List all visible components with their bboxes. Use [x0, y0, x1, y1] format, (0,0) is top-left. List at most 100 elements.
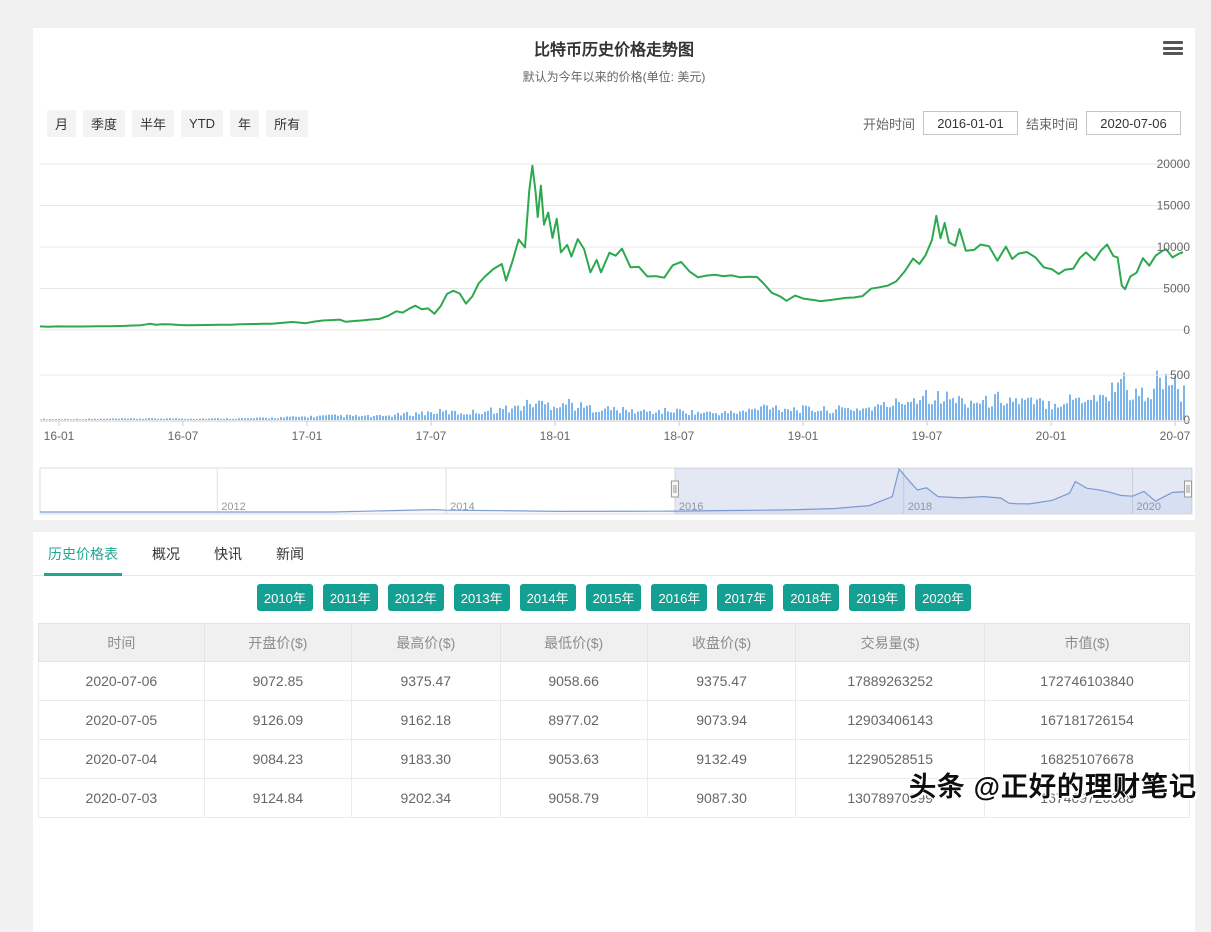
table-cell: 8977.02: [500, 701, 647, 740]
volume-bar: [808, 407, 810, 420]
volume-bar: [220, 419, 222, 420]
volume-bar: [529, 404, 531, 420]
year-button-2013年[interactable]: 2013年: [454, 584, 510, 611]
volume-bar: [1081, 403, 1083, 420]
volume-bar: [172, 419, 174, 420]
volume-bar: [673, 413, 675, 420]
volume-bar: [739, 411, 741, 420]
volume-bar: [565, 405, 567, 420]
volume-bar: [94, 419, 96, 420]
table-cell: 9183.30: [352, 740, 500, 779]
end-date-input[interactable]: [1086, 111, 1181, 135]
tab-概况[interactable]: 概况: [152, 532, 180, 576]
column-header: 时间: [39, 624, 205, 662]
volume-bar: [358, 417, 360, 420]
year-button-2011年[interactable]: 2011年: [323, 584, 378, 611]
volume-bar: [616, 410, 618, 420]
volume-bar: [1162, 389, 1164, 420]
year-button-2012年[interactable]: 2012年: [388, 584, 444, 611]
year-button-2018年[interactable]: 2018年: [783, 584, 839, 611]
table-cell: 9124.84: [204, 779, 351, 818]
volume-bar: [640, 411, 642, 420]
volume-bar: [487, 411, 489, 420]
volume-bar: [547, 403, 549, 420]
volume-bar: [1093, 395, 1095, 420]
range-button-半年[interactable]: 半年: [132, 110, 174, 137]
column-header: 最高价($): [352, 624, 500, 662]
year-button-2010年[interactable]: 2010年: [257, 584, 313, 611]
volume-bar: [271, 417, 273, 420]
range-button-月[interactable]: 月: [47, 110, 76, 137]
volume-bar: [910, 402, 912, 420]
tab-历史价格表[interactable]: 历史价格表: [48, 532, 118, 576]
volume-bar: [283, 417, 285, 420]
year-button-2015年[interactable]: 2015年: [586, 584, 642, 611]
navigator-handle[interactable]: [671, 481, 678, 497]
volume-bar: [769, 409, 771, 420]
tab-bar: 历史价格表概况快讯新闻: [33, 532, 1195, 576]
volume-bar: [187, 419, 189, 420]
volume-bar: [502, 409, 504, 420]
year-button-2020年[interactable]: 2020年: [915, 584, 971, 611]
tab-新闻[interactable]: 新闻: [276, 532, 304, 576]
volume-bar: [538, 401, 540, 420]
volume-bar: [898, 402, 900, 420]
volume-bar: [955, 403, 957, 420]
volume-bar: [277, 418, 279, 420]
year-button-2017年[interactable]: 2017年: [717, 584, 773, 611]
year-button-2019年[interactable]: 2019年: [849, 584, 905, 611]
volume-bar: [799, 413, 801, 420]
year-button-2016年[interactable]: 2016年: [651, 584, 707, 611]
page-title: 比特币历史价格走势图: [33, 28, 1195, 60]
volume-bar: [973, 403, 975, 420]
volume-bar: [595, 412, 597, 420]
volume-bar: [568, 399, 570, 420]
volume-bar: [481, 414, 483, 420]
volume-bar: [334, 414, 336, 420]
volume-bar: [1174, 376, 1176, 420]
volume-bar: [901, 404, 903, 420]
volume-bar: [607, 406, 609, 420]
column-header: 收盘价($): [647, 624, 795, 662]
navigator-handle[interactable]: [1185, 481, 1192, 497]
volume-bar: [316, 416, 318, 420]
chart-subtitle: 默认为今年以来的价格(单位: 美元): [33, 68, 1195, 85]
volume-bar: [574, 411, 576, 420]
volume-bar: [1090, 400, 1092, 420]
volume-bar: [1114, 392, 1116, 420]
tab-快讯[interactable]: 快讯: [214, 532, 242, 576]
volume-bar: [1075, 398, 1077, 420]
volume-bar: [877, 404, 879, 420]
navigator-year-label: 2012: [221, 501, 245, 513]
volume-bar: [46, 419, 48, 420]
volume-bar: [64, 419, 66, 420]
volume-bar: [571, 403, 573, 420]
navigator-selected-mask[interactable]: [675, 468, 1192, 514]
table-cell: 2020-07-04: [39, 740, 205, 779]
volume-bar: [1084, 402, 1086, 420]
volume-bar: [724, 411, 726, 420]
volume-bar: [85, 419, 87, 420]
start-date-input[interactable]: [923, 111, 1018, 135]
range-button-YTD[interactable]: YTD: [181, 110, 223, 137]
volume-bar: [610, 410, 612, 420]
table-cell: 9202.34: [352, 779, 500, 818]
range-button-季度[interactable]: 季度: [83, 110, 125, 137]
volume-bar: [943, 401, 945, 420]
volume-bar: [124, 418, 126, 420]
range-button-年[interactable]: 年: [230, 110, 259, 137]
volume-bar: [166, 418, 168, 420]
hamburger-menu-icon[interactable]: [1163, 41, 1183, 57]
year-button-2014年[interactable]: 2014年: [520, 584, 576, 611]
volume-bar: [982, 400, 984, 420]
volume-bar: [247, 418, 249, 420]
volume-bar: [514, 406, 516, 420]
volume-bar: [700, 413, 702, 420]
volume-bar: [43, 419, 45, 420]
lower-card: 历史价格表概况快讯新闻 2010年 2011年 2012年 2013年 2014年 201…: [33, 532, 1195, 932]
volume-bar: [862, 408, 864, 420]
range-button-所有[interactable]: 所有: [266, 110, 308, 137]
volume-bar: [82, 419, 84, 420]
